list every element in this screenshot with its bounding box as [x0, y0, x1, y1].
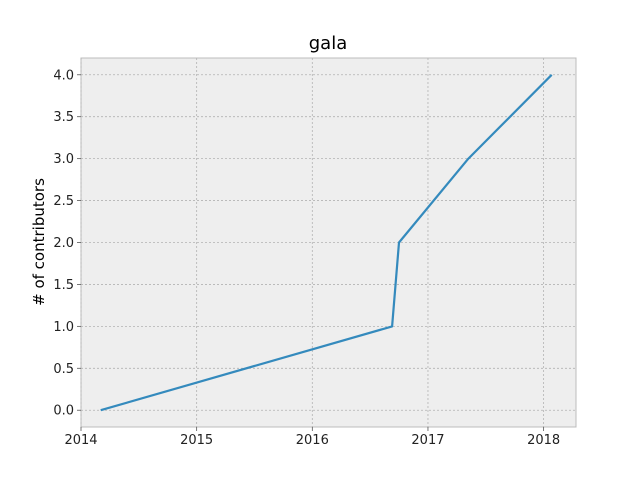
y-tick-label: 3.5	[53, 110, 74, 125]
y-tick-label: 0.0	[53, 404, 74, 419]
x-tick-label: 2016	[296, 433, 329, 448]
y-axis-ticks: 0.0 0.5 1.0 1.5 2.0 2.5 3.0 3.5 4.0	[53, 68, 81, 419]
y-tick-label: 0.5	[53, 362, 74, 377]
y-tick-label: 1.0	[53, 320, 74, 335]
x-tick-label: 2018	[527, 433, 560, 448]
x-tick-label: 2014	[64, 433, 97, 448]
x-tick-label: 2017	[411, 433, 444, 448]
y-tick-label: 1.5	[53, 278, 74, 293]
series-group	[100, 74, 553, 412]
y-tick-label: 3.0	[53, 152, 74, 167]
y-tick-label: 2.5	[53, 194, 74, 209]
x-tick-label: 2015	[180, 433, 213, 448]
y-tick-label: 4.0	[53, 68, 74, 83]
chart-title: gala	[309, 33, 348, 54]
x-axis-ticks: 2014 2015 2016 2017 2018	[64, 427, 560, 448]
series-line-0	[100, 74, 553, 412]
y-axis-label: # of contributors	[30, 178, 48, 306]
grid	[80, 58, 576, 427]
y-tick-label: 2.0	[53, 236, 74, 251]
